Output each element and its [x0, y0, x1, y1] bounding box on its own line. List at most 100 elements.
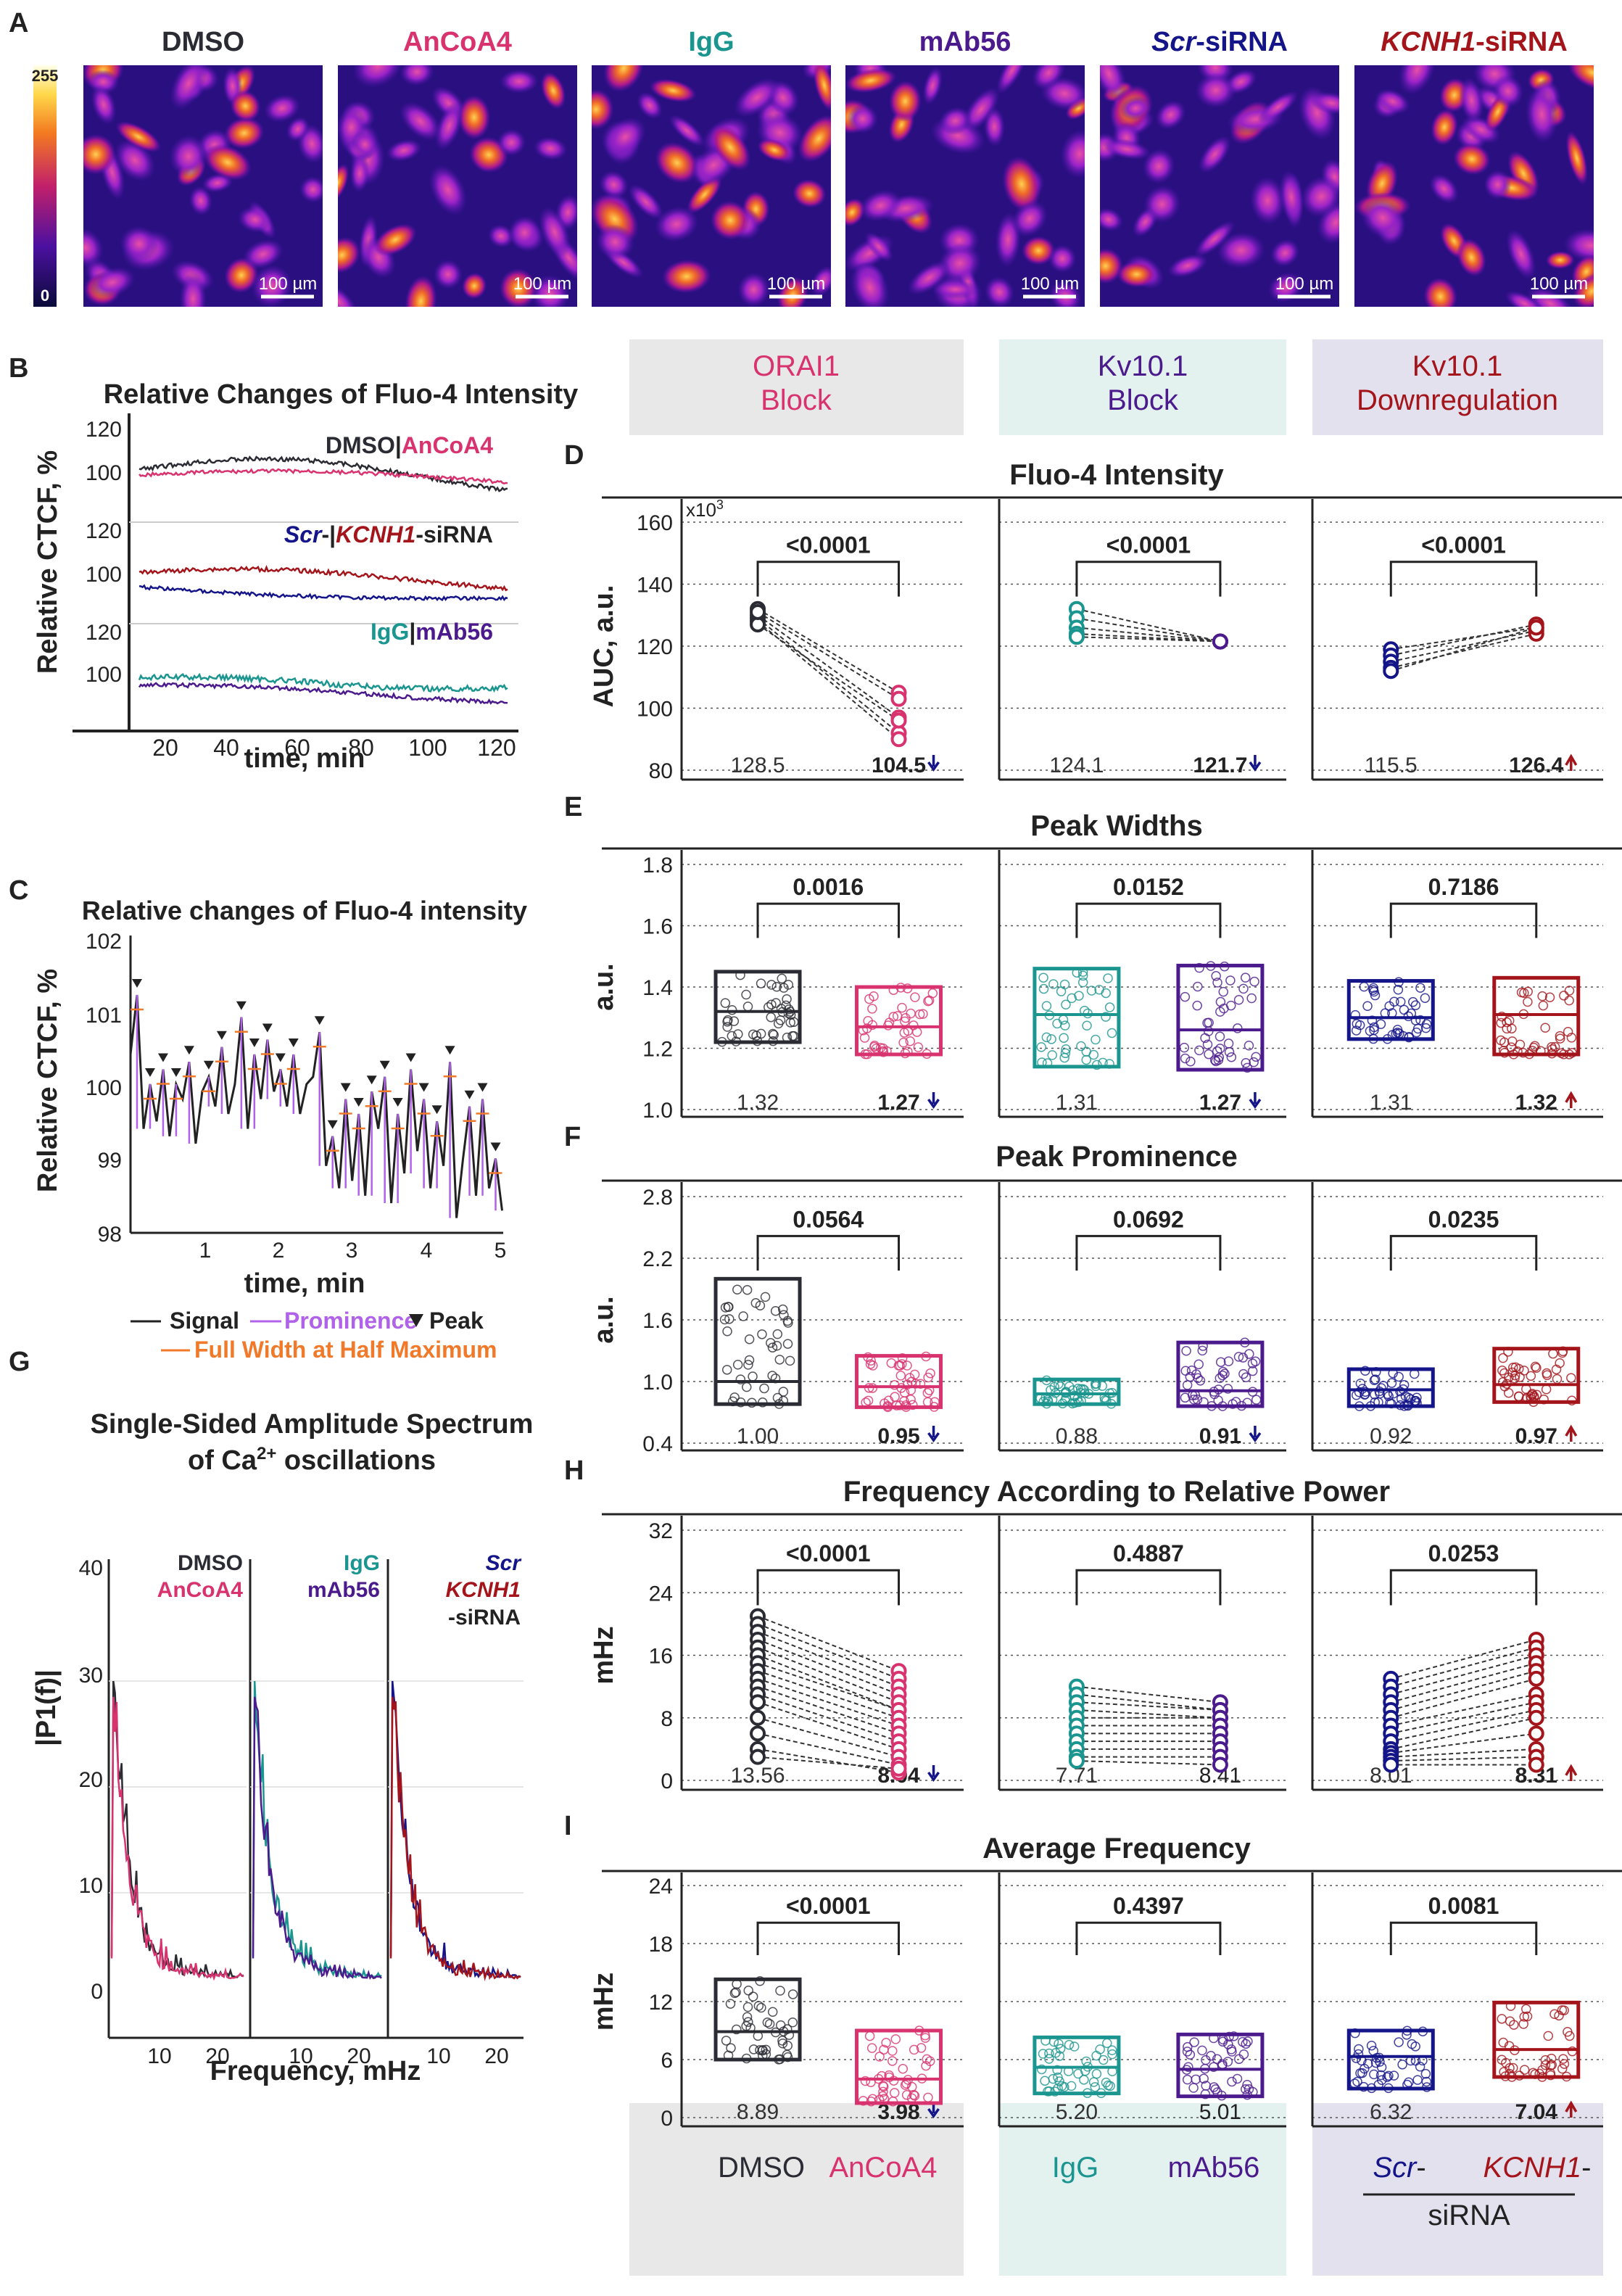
- data-point: [1042, 1058, 1053, 1068]
- chart-ytick: 2.2: [642, 1247, 673, 1271]
- trace-line: [138, 682, 508, 705]
- significance-bracket: [1075, 902, 1222, 938]
- data-point: [1527, 1046, 1538, 1056]
- data-point: [1104, 1002, 1115, 1012]
- peak-marker: [464, 1090, 475, 1099]
- data-point: [1195, 1376, 1206, 1386]
- data-point: [1398, 1031, 1409, 1041]
- data-point: [916, 2073, 927, 2084]
- box: [1176, 1340, 1265, 1408]
- mean-value: 7.04: [1515, 2100, 1558, 2124]
- data-point: [1083, 1008, 1093, 1019]
- cell: [1117, 261, 1157, 288]
- cell: [338, 163, 349, 202]
- data-point: [914, 2025, 924, 2036]
- cell: [264, 94, 300, 123]
- paired-line: [1076, 1693, 1221, 1711]
- cell: [500, 69, 539, 94]
- chart-title: Average Frequency: [982, 1833, 1251, 1865]
- cell: [189, 186, 212, 216]
- mean-value: 1.32: [737, 1091, 779, 1115]
- data-point: [902, 1360, 912, 1371]
- data-point: [1038, 973, 1048, 983]
- data-point: [1048, 979, 1059, 989]
- data-point: [767, 1371, 777, 1381]
- image-label: Scr-siRNA: [1151, 27, 1288, 57]
- chart-ytick: 120: [637, 635, 673, 659]
- data-point: [1250, 1356, 1261, 1367]
- cell: [1453, 143, 1491, 175]
- data-point: [1212, 1046, 1222, 1057]
- data-point: [1251, 1052, 1261, 1062]
- data-point: [1530, 1041, 1540, 1052]
- cell: [813, 65, 831, 111]
- cell: [595, 224, 634, 260]
- cell: [458, 94, 491, 140]
- data-point: [743, 1360, 753, 1370]
- cell: [592, 88, 614, 130]
- data-point: [1502, 1023, 1512, 1034]
- data-point: [1222, 1384, 1233, 1394]
- data-point: [915, 1379, 926, 1389]
- signal-line: [129, 994, 503, 1218]
- data-point: [1186, 1056, 1196, 1067]
- mean-value: 124.1: [1049, 753, 1104, 777]
- p-value: <0.0001: [786, 1893, 871, 1919]
- panel-c-xtick: 1: [199, 1239, 212, 1263]
- data-point: [878, 2086, 888, 2097]
- data-point: [1207, 1401, 1217, 1411]
- data-point: [1248, 2086, 1258, 2097]
- scale-label: 100 µm: [1275, 274, 1334, 294]
- chart-ytick: 16: [649, 1645, 673, 1669]
- data-point: [1540, 2060, 1551, 2070]
- spectrum-line: [110, 1696, 244, 1981]
- legend-fwhm: Full Width at Half Maximum: [194, 1337, 497, 1363]
- data-point: [768, 1036, 778, 1046]
- data-point: [1180, 991, 1191, 1002]
- data-point: [1403, 1400, 1413, 1411]
- data-point: [1352, 2076, 1362, 2087]
- paired-line: [757, 614, 900, 719]
- data-point: [1408, 996, 1418, 1007]
- mean-value: 1.27: [877, 1091, 919, 1115]
- cell: [1459, 77, 1484, 123]
- column-backgrounds: [580, 339, 1622, 2276]
- cell: [434, 102, 463, 151]
- data-point: [1369, 2069, 1379, 2080]
- cell: [996, 65, 1028, 95]
- data-point: [1353, 2049, 1364, 2060]
- image-label: KCNH1-siRNA: [1381, 27, 1568, 57]
- panel-c-ytick: 100: [86, 1076, 122, 1100]
- chart-ytick: 160: [637, 511, 673, 535]
- data-point: [742, 2002, 753, 2012]
- footer-mab56: mAb56: [1168, 2152, 1260, 2184]
- data-point: [1402, 2079, 1412, 2090]
- cell: [400, 65, 434, 86]
- chart-ytick: 6: [661, 2049, 673, 2073]
- data-point: [922, 1049, 932, 1059]
- micrograph: 100 µm: [592, 65, 831, 307]
- data-point: [735, 1374, 746, 1384]
- data-point: [903, 2075, 913, 2085]
- data-point: [1106, 1028, 1117, 1038]
- data-point: [861, 1397, 871, 1408]
- panel-b-xtick: 80: [348, 735, 374, 761]
- data-point: [1209, 2062, 1219, 2072]
- cell: [922, 66, 943, 105]
- data-point: [1103, 973, 1113, 983]
- data-point: [1418, 2055, 1428, 2066]
- chart-title: Frequency According to Relative Power: [843, 1476, 1390, 1508]
- data-point: [767, 1342, 778, 1353]
- peak-marker: [157, 1053, 168, 1062]
- data-point: [735, 970, 745, 980]
- data-point: [1068, 1753, 1085, 1770]
- panel-g-ytick: 20: [79, 1768, 103, 1792]
- data-point: [1540, 2055, 1551, 2065]
- cell: [1143, 185, 1181, 223]
- data-point: [1056, 2081, 1067, 2091]
- data-point: [1209, 1389, 1220, 1400]
- data-point: [1223, 1038, 1234, 1049]
- data-point: [1422, 2082, 1432, 2092]
